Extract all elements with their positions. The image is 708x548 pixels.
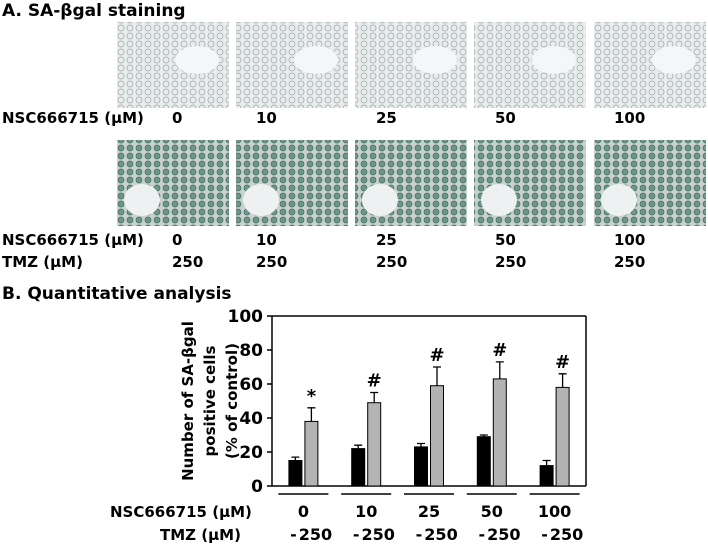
dose-label: 50 xyxy=(495,109,516,127)
y-axis-label: Number of SA-βgal xyxy=(179,321,197,481)
y-tick-label: 20 xyxy=(239,443,263,463)
x-tick-label: 10 xyxy=(355,502,377,521)
significance-mark: # xyxy=(555,352,570,373)
dose-label: 0 xyxy=(172,231,182,249)
error-bar xyxy=(542,459,551,466)
y-tick-label: 60 xyxy=(239,375,263,395)
bar xyxy=(492,378,507,487)
error-bar xyxy=(307,407,316,422)
dose-label: 250 xyxy=(495,253,526,271)
error-bar xyxy=(495,361,504,379)
bar xyxy=(476,436,491,487)
series-label: 250 xyxy=(550,525,583,544)
error-bar xyxy=(479,434,488,437)
series-label: - xyxy=(541,525,548,544)
x-tick-label: 50 xyxy=(481,502,503,521)
background xyxy=(652,46,696,74)
error-bar xyxy=(370,391,379,403)
dose-label: 100 xyxy=(614,109,645,127)
error-bar xyxy=(558,373,567,388)
dose-label: 0 xyxy=(172,109,182,127)
error-bar xyxy=(291,456,300,461)
series-label: 250 xyxy=(361,525,394,544)
series-label: - xyxy=(478,525,485,544)
dose-label: 50 xyxy=(495,231,516,249)
series-label: - xyxy=(353,525,360,544)
significance-mark: # xyxy=(367,371,382,392)
y-tick-label: 0 xyxy=(251,477,263,497)
background xyxy=(124,184,160,216)
row-label: NSC666715 (μM) xyxy=(2,109,144,127)
dose-label: 10 xyxy=(256,231,277,249)
panel-a-title: A. SA-βgal staining xyxy=(2,1,186,21)
y-axis-label: (% of control) xyxy=(223,343,241,459)
series-label: 250 xyxy=(299,525,332,544)
significance-mark: * xyxy=(307,386,317,407)
series-axis-label: TMZ (μM) xyxy=(160,526,241,544)
background xyxy=(481,184,517,216)
background xyxy=(294,46,338,74)
bar xyxy=(414,446,428,487)
row-label: TMZ (μM) xyxy=(2,253,83,271)
x-tick-label: 0 xyxy=(298,502,309,521)
dose-label: 25 xyxy=(376,109,397,127)
background xyxy=(601,184,637,216)
dose-label: 250 xyxy=(256,253,287,271)
dose-label: 250 xyxy=(614,253,645,271)
y-tick-label: 40 xyxy=(239,409,263,429)
background xyxy=(243,184,279,216)
bar xyxy=(430,385,444,487)
background xyxy=(532,46,576,74)
y-tick-label: 80 xyxy=(239,341,263,361)
series-label: 250 xyxy=(424,525,457,544)
series-label: 250 xyxy=(487,525,520,544)
dose-label: 250 xyxy=(376,253,407,271)
x-tick-label: 25 xyxy=(418,502,440,521)
dose-label: 10 xyxy=(256,109,277,127)
bar xyxy=(539,465,554,487)
error-bar xyxy=(354,444,363,449)
panel-b-title: B. Quantitative analysis xyxy=(2,284,232,304)
dose-label: 25 xyxy=(376,231,397,249)
bar xyxy=(288,460,303,487)
y-tick-label: 100 xyxy=(228,307,264,327)
series-label: - xyxy=(416,525,423,544)
error-bar xyxy=(417,442,425,447)
category-axis-label: NSC666715 (μM) xyxy=(110,503,252,521)
significance-mark: # xyxy=(492,340,507,361)
y-axis-label: positive cells xyxy=(201,345,219,456)
background xyxy=(413,46,457,74)
error-bar xyxy=(433,366,441,386)
bar xyxy=(304,420,319,487)
micrographs xyxy=(117,22,706,226)
bar xyxy=(351,448,366,487)
x-tick-label: 100 xyxy=(538,502,571,521)
dose-label: 100 xyxy=(614,231,645,249)
significance-mark: # xyxy=(429,345,444,366)
series-label: - xyxy=(290,525,297,544)
dose-label: 250 xyxy=(172,253,203,271)
background xyxy=(362,184,398,216)
bar xyxy=(555,386,570,487)
bar xyxy=(367,402,382,487)
row-label: NSC666715 (μM) xyxy=(2,231,144,249)
background xyxy=(175,46,219,74)
